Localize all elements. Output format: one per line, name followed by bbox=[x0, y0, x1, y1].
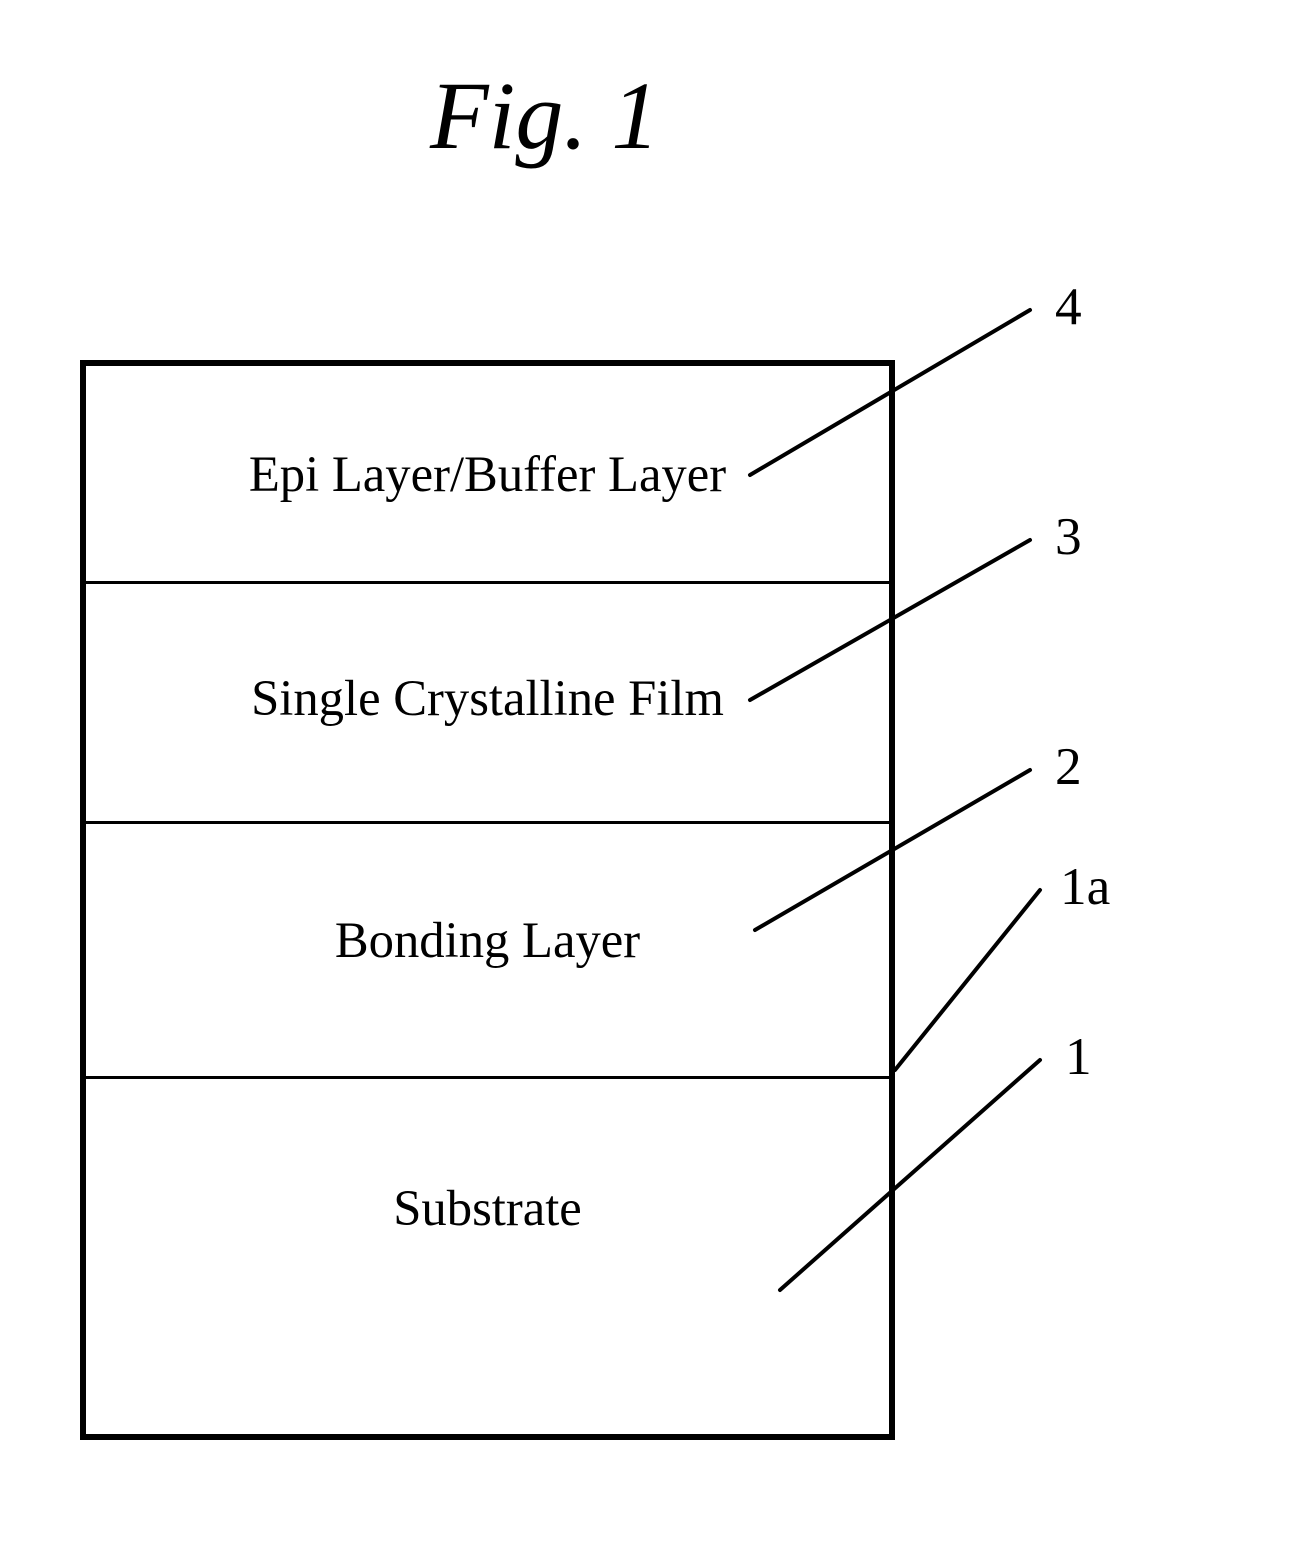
layer-label-epi: Epi Layer/Buffer Layer bbox=[249, 445, 726, 503]
layer-label-substrate: Substrate bbox=[393, 1179, 582, 1237]
callout-label-c3: 3 bbox=[1055, 505, 1082, 567]
layer-bonding: Bonding Layer bbox=[86, 821, 889, 1076]
layer-film: Single Crystalline Film bbox=[86, 581, 889, 821]
callout-label-c2: 2 bbox=[1055, 735, 1082, 797]
callout-label-c1: 1 bbox=[1065, 1025, 1092, 1087]
layer-substrate: Substrate bbox=[86, 1076, 889, 1446]
layer-label-bonding: Bonding Layer bbox=[335, 911, 640, 969]
figure-canvas: { "figure": { "title": "Fig. 1", "title_… bbox=[0, 0, 1290, 1566]
layer-label-film: Single Crystalline Film bbox=[251, 669, 724, 727]
leader-line-c1a bbox=[895, 890, 1040, 1070]
callout-label-c4: 4 bbox=[1055, 275, 1082, 337]
figure-title: Fig. 1 bbox=[430, 60, 659, 171]
callout-label-c1a: 1a bbox=[1060, 855, 1110, 917]
layer-epi: Epi Layer/Buffer Layer bbox=[86, 366, 889, 581]
layer-stack: Epi Layer/Buffer Layer Single Crystalline… bbox=[80, 360, 895, 1440]
